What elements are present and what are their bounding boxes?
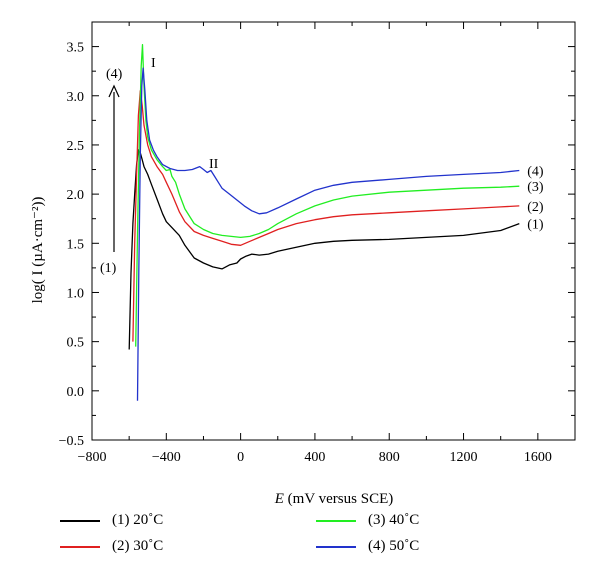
- y-tick-label: 1.0: [67, 286, 85, 301]
- ticks-group: −800 −400 0 400 800 1200 1600 −0.5 0.0 0.5 1.0 1.5 2…: [59, 22, 575, 465]
- series-line-4: [136, 67, 520, 401]
- legend: (1) 20˚C (2) 30˚C (3) 40˚C (4) 50˚C: [60, 512, 580, 582]
- series-end-label-3: (3): [527, 180, 544, 195]
- y-tick-label: 0.5: [67, 336, 85, 351]
- y-tick-label: 2.5: [67, 139, 85, 154]
- y-tick-label: 3.5: [67, 41, 85, 56]
- legend-item-4: (4) 50˚C: [316, 538, 419, 555]
- y-tick-label: 0.0: [67, 385, 85, 400]
- series-end-label-4: (4): [527, 165, 544, 180]
- series-line-3: [135, 43, 520, 347]
- legend-item-2: (2) 30˚C: [60, 538, 163, 555]
- y-tick-label: 3.0: [67, 90, 85, 105]
- plot-frame: [91, 21, 576, 441]
- y-tick-label: 1.5: [67, 237, 85, 252]
- series-end-label-2: (2): [527, 200, 544, 215]
- x-axis-title: E (mV versus SCE): [274, 491, 393, 507]
- x-tick-label: 1200: [450, 450, 478, 465]
- x-tick-label: −800: [78, 450, 107, 465]
- x-tick-label: 800: [379, 450, 400, 465]
- series-line-1: [128, 149, 520, 350]
- x-tick-label: 1600: [524, 450, 552, 465]
- y-axis-title: log( I (µA·cm⁻²)): [30, 197, 46, 304]
- peak-II-label: II: [209, 157, 219, 172]
- temperature-arrow-head: [108, 84, 120, 98]
- legend-label-3: (3) 40˚C: [368, 512, 420, 528]
- peak-I-label: I: [151, 56, 156, 71]
- legend-label-4: (4) 50˚C: [368, 538, 420, 554]
- x-tick-label: 0: [237, 450, 244, 465]
- x-tick-label: 400: [304, 450, 325, 465]
- chart: −800 −400 0 400 800 1200 1600 −0.5 0.0 0.5 1.0 1.5 2…: [30, 21, 576, 507]
- legend-swatch-1: [60, 519, 100, 522]
- x-tick-label: −400: [152, 450, 181, 465]
- series-end-label-1: (1): [527, 218, 544, 233]
- series-line-2: [132, 90, 520, 342]
- legend-swatch-2: [60, 545, 100, 548]
- legend-item-3: (3) 40˚C: [316, 512, 419, 529]
- legend-swatch-4: [316, 545, 356, 548]
- y-tick-label: −0.5: [59, 434, 84, 449]
- arrow-top-label: (4): [106, 67, 123, 82]
- legend-label-2: (2) 30˚C: [112, 538, 164, 554]
- series-group: (1) (2) (3)(4): [128, 43, 544, 401]
- legend-label-1: (1) 20˚C: [112, 512, 164, 528]
- legend-swatch-3: [316, 519, 356, 522]
- y-tick-label: 2.0: [67, 188, 85, 203]
- arrow-bottom-label: (1): [100, 261, 117, 276]
- legend-item-1: (1) 20˚C: [60, 512, 163, 529]
